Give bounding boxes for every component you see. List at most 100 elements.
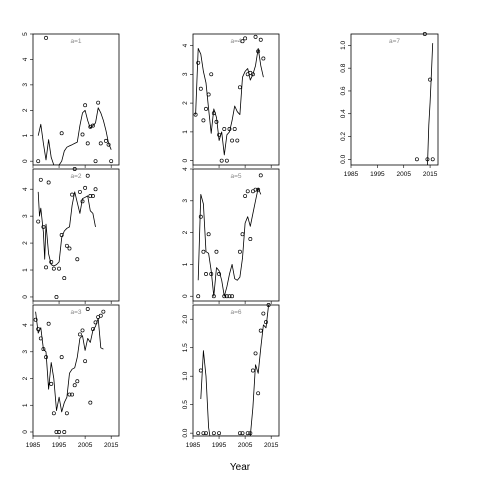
y-tick-label: 3 (182, 199, 189, 203)
data-point (38, 177, 43, 182)
data-point (235, 138, 240, 143)
y-tick-label: 2.0 (182, 314, 189, 323)
data-point (198, 86, 203, 91)
y-tick-label: 4 (22, 57, 29, 61)
x-tick-label: 2005 (78, 442, 93, 449)
y-tick-label: 0 (182, 294, 189, 298)
y-tick-label: 5 (22, 32, 29, 36)
panel-7: 0.0 0.2 0.4 0.6 0.8 1.0 1985 1995 2005 2015 a=7 (340, 32, 439, 178)
y-tick-label: 4 (182, 167, 189, 171)
data-point (414, 157, 419, 162)
data-point (264, 320, 268, 325)
y-tick-label: 0.5 (182, 400, 189, 409)
y-tick-label: 4 (22, 323, 29, 327)
data-point (250, 72, 255, 77)
data-point (106, 142, 111, 147)
x-tick-label: 1985 (344, 171, 359, 178)
y-tick-label: 2 (22, 241, 29, 245)
data-point (54, 430, 59, 434)
data-point (51, 266, 56, 271)
data-point (217, 272, 222, 276)
panel-4: 0 1 2 3 4 a=4 (182, 33, 280, 168)
data-point (57, 266, 62, 271)
data-point (49, 259, 54, 264)
panel-frame (192, 33, 280, 166)
data-point (209, 72, 214, 77)
data-point (109, 159, 114, 164)
data-point (243, 194, 248, 198)
data-point (98, 313, 103, 318)
panel-label: a=1 (70, 38, 81, 45)
panel-1: 0 1 2 3 4 5 a=1 (22, 32, 120, 168)
y-tick-label: 1.5 (182, 343, 189, 352)
data-point (201, 118, 206, 123)
y-tick-label: 3 (22, 350, 29, 354)
x-tick-label: 2015 (423, 171, 438, 178)
data-point (51, 411, 56, 416)
data-point (90, 123, 95, 128)
data-point (44, 265, 48, 270)
panel-label: a=2 (70, 173, 81, 180)
y-tick-label: 2 (22, 376, 29, 380)
data-point (245, 431, 250, 436)
fitted-line (197, 187, 262, 297)
data-point (83, 103, 88, 108)
data-point (101, 309, 106, 314)
panel-frame (32, 33, 120, 166)
y-tick-label: 1.0 (182, 371, 189, 380)
data-point (224, 158, 229, 163)
y-tick-label: 1 (22, 268, 29, 272)
data-point (80, 132, 85, 137)
x-axis-title: Year (230, 462, 251, 473)
x-tick-label: 1985 (186, 442, 201, 449)
panel-frame (32, 304, 120, 437)
y-tick-label: 1 (22, 403, 29, 407)
data-point (70, 392, 75, 397)
y-tick-label: 0.2 (340, 132, 347, 141)
y-tick-label: 0.8 (340, 63, 347, 72)
y-tick-label: 0.0 (182, 428, 189, 437)
y-tick-label: 4 (22, 187, 29, 191)
data-point (240, 232, 245, 237)
data-point (64, 243, 69, 248)
data-point (266, 303, 271, 307)
data-point (57, 430, 62, 434)
data-point (232, 127, 237, 131)
data-point (36, 327, 41, 332)
data-point (83, 185, 88, 190)
y-tick-label: 3 (22, 83, 29, 87)
panel-label: a=4 (230, 38, 241, 45)
data-point (59, 131, 64, 136)
y-tick-label: 4 (182, 43, 189, 47)
x-tick-label: 2015 (104, 442, 119, 449)
data-point (44, 355, 48, 360)
data-point (209, 272, 214, 276)
data-point (46, 321, 51, 326)
x-tick-label: 1995 (370, 171, 385, 178)
data-point (75, 257, 80, 262)
data-point (93, 187, 98, 192)
data-point (90, 327, 95, 332)
data-point (243, 36, 248, 41)
y-tick-label: 2 (182, 101, 189, 105)
x-tick-label: 1985 (26, 442, 41, 449)
data-point (428, 77, 433, 82)
data-point (41, 347, 46, 352)
data-point (219, 158, 224, 163)
y-tick-label: 3 (182, 72, 189, 76)
data-point (253, 351, 258, 356)
panel-6: 0.0 0.5 1.0 1.5 2.0 1985 1995 2005 2015 a=6 (182, 303, 280, 449)
data-point (211, 294, 216, 299)
data-point (46, 180, 51, 185)
y-tick-label: 1 (182, 262, 189, 266)
data-point (88, 400, 93, 405)
panel-frame (192, 168, 280, 302)
data-point (425, 157, 430, 162)
fitted-line (427, 43, 434, 165)
panel-label: a=3 (70, 309, 81, 316)
data-point (196, 431, 201, 436)
data-point (227, 294, 232, 299)
data-point (222, 127, 227, 131)
data-point (70, 192, 75, 197)
